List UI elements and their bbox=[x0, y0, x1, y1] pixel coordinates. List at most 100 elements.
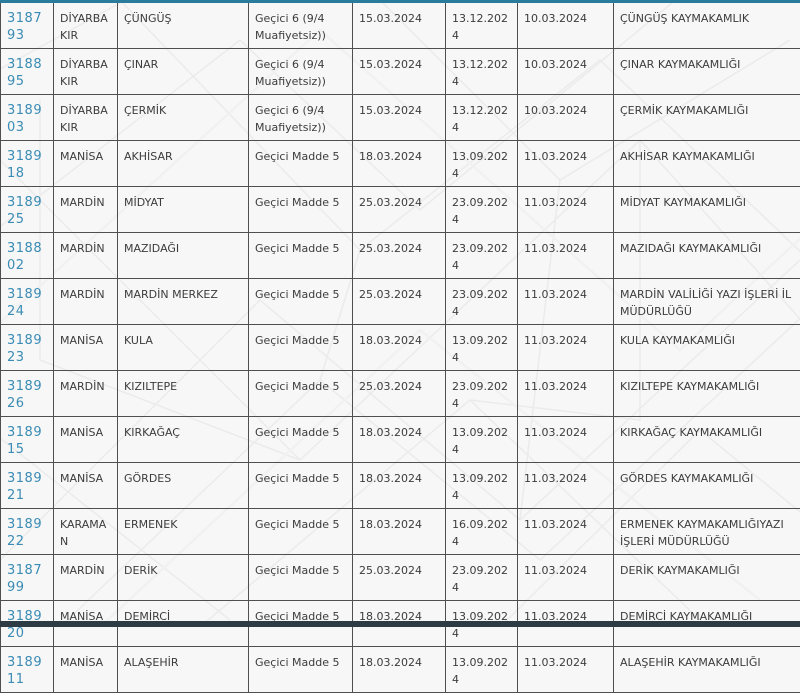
authority-cell: DERİK KAYMAKAMLIĞI bbox=[614, 555, 800, 601]
legal-basis-cell: Geçici Madde 5 bbox=[249, 417, 353, 463]
start-date-cell: 15.03.2024 bbox=[353, 2, 446, 49]
table-row: 318925 MARDİN MİDYAT Geçici Madde 5 25.0… bbox=[1, 187, 800, 233]
province-cell: DİYARBAKIR bbox=[54, 95, 118, 141]
record-id-cell: 318926 bbox=[1, 371, 54, 417]
district-cell: GÖRDES bbox=[118, 463, 249, 509]
table-row: 318799 MARDİN DERİK Geçici Madde 5 25.03… bbox=[1, 555, 800, 601]
decision-date-cell: 10.03.2024 bbox=[518, 2, 614, 49]
start-date-cell: 18.03.2024 bbox=[353, 141, 446, 187]
table-row: 318895 DİYARBAKIR ÇINAR Geçici 6 (9/4 Mu… bbox=[1, 49, 800, 95]
province-cell: MANİSA bbox=[54, 325, 118, 371]
decision-date-cell: 11.03.2024 bbox=[518, 279, 614, 325]
record-id-cell: 318915 bbox=[1, 417, 54, 463]
start-date-cell: 18.03.2024 bbox=[353, 647, 446, 693]
record-id-link[interactable]: 318923 bbox=[7, 333, 42, 365]
start-date-cell: 25.03.2024 bbox=[353, 371, 446, 417]
record-id-link[interactable]: 318921 bbox=[7, 471, 42, 503]
table-row: 318802 MARDİN MAZIDAĞI Geçici Madde 5 25… bbox=[1, 233, 800, 279]
end-date-cell: 13.09.2024 bbox=[446, 417, 518, 463]
record-id-link[interactable]: 318793 bbox=[7, 11, 42, 43]
district-cell: ÇERMİK bbox=[118, 95, 249, 141]
start-date-cell: 18.03.2024 bbox=[353, 325, 446, 371]
end-date-cell: 13.09.2024 bbox=[446, 141, 518, 187]
end-date-cell: 13.12.2024 bbox=[446, 95, 518, 141]
province-cell: MARDİN bbox=[54, 233, 118, 279]
district-cell: ÇINAR bbox=[118, 49, 249, 95]
record-id-cell: 318925 bbox=[1, 187, 54, 233]
record-id-link[interactable]: 318915 bbox=[7, 425, 42, 457]
decision-date-cell: 11.03.2024 bbox=[518, 647, 614, 693]
legal-basis-cell: Geçici 6 (9/4 Muafiyetsiz)) bbox=[249, 2, 353, 49]
record-id-link[interactable]: 318922 bbox=[7, 517, 42, 549]
province-cell: DİYARBAKIR bbox=[54, 49, 118, 95]
authority-cell: MAZIDAĞI KAYMAKAMLIĞI bbox=[614, 233, 800, 279]
district-cell: MARDİN MERKEZ bbox=[118, 279, 249, 325]
record-id-link[interactable]: 318925 bbox=[7, 195, 42, 227]
end-date-cell: 13.09.2024 bbox=[446, 647, 518, 693]
authority-cell: MARDİN VALİLİĞİ YAZI İŞLERİ İL MÜDÜRLÜĞÜ bbox=[614, 279, 800, 325]
legal-basis-cell: Geçici Madde 5 bbox=[249, 279, 353, 325]
record-id-link[interactable]: 318895 bbox=[7, 57, 42, 89]
legal-basis-cell: Geçici Madde 5 bbox=[249, 463, 353, 509]
start-date-cell: 25.03.2024 bbox=[353, 233, 446, 279]
record-id-link[interactable]: 318799 bbox=[7, 563, 42, 595]
legal-basis-cell: Geçici 6 (9/4 Muafiyetsiz)) bbox=[249, 49, 353, 95]
legal-basis-cell: Geçici Madde 5 bbox=[249, 509, 353, 555]
table-row: 318793 DİYARBAKIR ÇÜNGÜŞ Geçici 6 (9/4 M… bbox=[1, 2, 800, 49]
authority-cell: AKHİSAR KAYMAKAMLIĞI bbox=[614, 141, 800, 187]
start-date-cell: 25.03.2024 bbox=[353, 555, 446, 601]
decision-date-cell: 11.03.2024 bbox=[518, 509, 614, 555]
legal-basis-cell: Geçici Madde 5 bbox=[249, 555, 353, 601]
decision-date-cell: 11.03.2024 bbox=[518, 371, 614, 417]
district-cell: MİDYAT bbox=[118, 187, 249, 233]
province-cell: MANİSA bbox=[54, 647, 118, 693]
decision-date-cell: 11.03.2024 bbox=[518, 555, 614, 601]
province-cell: MARDİN bbox=[54, 371, 118, 417]
record-id-link[interactable]: 318903 bbox=[7, 103, 42, 135]
district-cell: KIRKAĞAÇ bbox=[118, 417, 249, 463]
authority-cell: ALAŞEHİR KAYMAKAMLIĞI bbox=[614, 647, 800, 693]
table-row: 318922 KARAMAN ERMENEK Geçici Madde 5 18… bbox=[1, 509, 800, 555]
authority-cell: KIZILTEPE KAYMAKAMLIĞI bbox=[614, 371, 800, 417]
table-row: 318924 MARDİN MARDİN MERKEZ Geçici Madde… bbox=[1, 279, 800, 325]
record-id-cell: 318921 bbox=[1, 463, 54, 509]
table-row: 318926 MARDİN KIZILTEPE Geçici Madde 5 2… bbox=[1, 371, 800, 417]
start-date-cell: 18.03.2024 bbox=[353, 509, 446, 555]
authority-cell: GÖRDES KAYMAKAMLIĞI bbox=[614, 463, 800, 509]
table-row: 318911 MANİSA ALAŞEHİR Geçici Madde 5 18… bbox=[1, 647, 800, 693]
record-id-cell: 318799 bbox=[1, 555, 54, 601]
authority-cell: ERMENEK KAYMAKAMLIĞIYAZI İŞLERİ MÜDÜRLÜĞ… bbox=[614, 509, 800, 555]
district-cell: KIZILTEPE bbox=[118, 371, 249, 417]
authority-cell: ÇINAR KAYMAKAMLIĞI bbox=[614, 49, 800, 95]
legal-basis-cell: Geçici Madde 5 bbox=[249, 141, 353, 187]
end-date-cell: 16.09.2024 bbox=[446, 509, 518, 555]
district-cell: KULA bbox=[118, 325, 249, 371]
table-row: 318903 DİYARBAKIR ÇERMİK Geçici 6 (9/4 M… bbox=[1, 95, 800, 141]
authority-cell: KIRKAĞAÇ KAYMAKAMLIĞI bbox=[614, 417, 800, 463]
start-date-cell: 25.03.2024 bbox=[353, 279, 446, 325]
start-date-cell: 15.03.2024 bbox=[353, 95, 446, 141]
decision-date-cell: 11.03.2024 bbox=[518, 325, 614, 371]
end-date-cell: 13.12.2024 bbox=[446, 49, 518, 95]
record-id-link[interactable]: 318911 bbox=[7, 655, 42, 687]
legal-basis-cell: Geçici Madde 5 bbox=[249, 647, 353, 693]
province-cell: MANİSA bbox=[54, 417, 118, 463]
end-date-cell: 23.09.2024 bbox=[446, 371, 518, 417]
record-id-cell: 318924 bbox=[1, 279, 54, 325]
district-cell: DERİK bbox=[118, 555, 249, 601]
table-row: 318915 MANİSA KIRKAĞAÇ Geçici Madde 5 18… bbox=[1, 417, 800, 463]
province-cell: MARDİN bbox=[54, 279, 118, 325]
decision-date-cell: 10.03.2024 bbox=[518, 49, 614, 95]
record-id-link[interactable]: 318802 bbox=[7, 241, 42, 273]
district-cell: AKHİSAR bbox=[118, 141, 249, 187]
district-cell: ALAŞEHİR bbox=[118, 647, 249, 693]
record-id-link[interactable]: 318926 bbox=[7, 379, 42, 411]
authority-cell: KULA KAYMAKAMLIĞI bbox=[614, 325, 800, 371]
record-id-link[interactable]: 318918 bbox=[7, 149, 42, 181]
decision-date-cell: 11.03.2024 bbox=[518, 417, 614, 463]
record-id-link[interactable]: 318924 bbox=[7, 287, 42, 319]
province-cell: MANİSA bbox=[54, 141, 118, 187]
decision-date-cell: 10.03.2024 bbox=[518, 95, 614, 141]
legal-basis-cell: Geçici Madde 5 bbox=[249, 187, 353, 233]
